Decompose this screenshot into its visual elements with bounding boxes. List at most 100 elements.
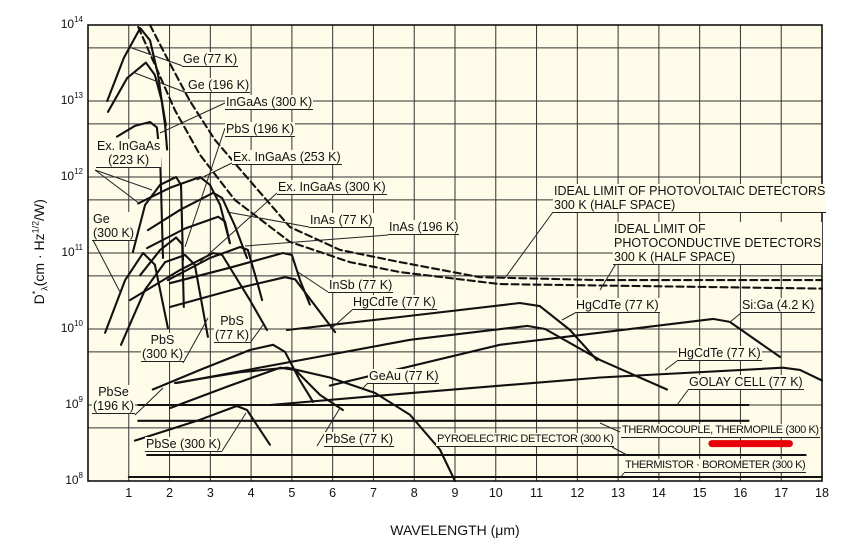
leader-line bbox=[134, 387, 164, 416]
curve-label-line: PbSe (77 K) bbox=[325, 432, 394, 446]
y-title-unit-end: /W) bbox=[30, 199, 47, 221]
series-curve bbox=[173, 366, 457, 483]
leader-line bbox=[611, 446, 628, 456]
curve-label-line: GeAu (77 K) bbox=[369, 369, 439, 383]
curve-label-line: IDEAL LIMIT OF PHOTOVOLTAIC DETECTORS bbox=[554, 184, 826, 198]
x-tick-label: 7 bbox=[369, 486, 377, 500]
y-title-exponent: 1/2 bbox=[30, 220, 41, 234]
x-tick-label: 12 bbox=[570, 486, 585, 500]
series-curve bbox=[168, 251, 311, 306]
leader-line bbox=[94, 169, 153, 191]
curve-label-line: Ex. InGaAs bbox=[97, 139, 161, 153]
series-curve bbox=[115, 120, 165, 260]
y-tick-base: 10 bbox=[61, 245, 75, 259]
curve-label: HgCdTe (77 K) bbox=[575, 298, 660, 313]
leader-line bbox=[362, 382, 369, 389]
y-tick-exponent: 10 bbox=[74, 319, 83, 328]
leader-line bbox=[226, 211, 310, 228]
curve-label: HgCdTe (77 K) bbox=[352, 295, 437, 310]
leader-line bbox=[504, 211, 554, 279]
curve-label-line: PbS (196 K) bbox=[226, 122, 295, 136]
curve-label: Ge (300 K) bbox=[92, 212, 135, 241]
x-tick-label: 4 bbox=[247, 486, 255, 500]
curves bbox=[104, 23, 824, 483]
curve-label-line: (77 K) bbox=[215, 328, 250, 342]
curve-label-line: HgCdTe (77 K) bbox=[353, 295, 436, 309]
series-curve bbox=[166, 245, 264, 302]
curve-label: PbSe (77 K) bbox=[324, 432, 395, 447]
series-curve bbox=[131, 175, 185, 262]
curve-label-line: InAs (196 K) bbox=[389, 220, 459, 234]
y-title-d: D bbox=[30, 294, 47, 305]
y-tick-label: 1013 bbox=[61, 91, 83, 107]
y-title-lambda: λ bbox=[39, 286, 50, 291]
x-tick-label: 13 bbox=[611, 486, 626, 500]
leader-line bbox=[244, 234, 389, 247]
curve-label-line: 300 K (HALF SPACE) bbox=[614, 250, 736, 264]
leader-line bbox=[184, 127, 226, 248]
curve-label: Ex. InGaAs (223 K) bbox=[96, 139, 162, 168]
y-tick-exponent: 9 bbox=[78, 395, 83, 404]
curve-label: PbSe (196 K) bbox=[92, 385, 135, 414]
leader-line bbox=[182, 317, 209, 364]
curve-label-line: InGaAs (300 K) bbox=[226, 95, 313, 109]
curve-label: IDEAL LIMIT OF PHOTOCONDUCTIVE DETECTORS 3… bbox=[613, 222, 823, 265]
x-tick-label: 6 bbox=[329, 486, 337, 500]
x-tick-label: 11 bbox=[530, 486, 544, 500]
curve-label-line: IDEAL LIMIT OF bbox=[614, 222, 706, 236]
leader-line bbox=[561, 312, 576, 321]
curve-label-line: Ex. InGaAs (300 K) bbox=[278, 180, 386, 194]
curve-label-line: PHOTOCONDUCTIVE DETECTORS bbox=[614, 236, 822, 250]
curve-label-line: Ge (196 K) bbox=[188, 78, 250, 92]
curve-label-line: PbSe bbox=[98, 385, 129, 399]
curve-label: PbSe (300 K) bbox=[145, 437, 223, 452]
curve-label: Si:Ga (4.2 K) bbox=[741, 298, 816, 313]
x-tick-label: 9 bbox=[451, 486, 459, 500]
y-tick-base: 10 bbox=[60, 17, 75, 31]
curve-label: THERMISTOR · BOROMETER (300 K) bbox=[624, 459, 807, 473]
curve-label-line: PbS bbox=[220, 314, 244, 328]
x-tick-label: 3 bbox=[206, 486, 214, 500]
leader-line bbox=[159, 102, 226, 134]
curve-label-line: (223 K) bbox=[108, 153, 150, 167]
x-axis-title: WAVELENGTH (μm) bbox=[390, 522, 520, 538]
curve-label-line: (196 K) bbox=[93, 399, 134, 413]
y-tick-exponent: 11 bbox=[74, 243, 83, 252]
y-tick-label: 108 bbox=[65, 471, 83, 487]
series-curve bbox=[148, 23, 824, 282]
curve-label-line: (300 K) bbox=[142, 347, 183, 361]
y-title-unit: (cm · Hz bbox=[30, 233, 47, 287]
leader-line bbox=[196, 162, 233, 181]
leader-line bbox=[128, 46, 184, 67]
leader-line bbox=[92, 239, 121, 293]
curve-label-line: InAs (77 K) bbox=[310, 213, 373, 227]
y-tick-base: 10 bbox=[65, 473, 79, 487]
y-tick-label: 1010 bbox=[61, 319, 83, 335]
series-curve bbox=[146, 215, 231, 250]
curve-label: Ge (196 K) bbox=[187, 78, 251, 93]
leader-line bbox=[134, 72, 188, 94]
curve-label-line: 300 K (HALF SPACE) bbox=[554, 198, 676, 212]
leader-line bbox=[199, 192, 278, 263]
label-leaders bbox=[92, 46, 742, 479]
x-tick-label: 10 bbox=[488, 486, 503, 500]
series-curve bbox=[104, 251, 169, 334]
curve-label: PbS (77 K) bbox=[214, 314, 251, 343]
leader-line bbox=[729, 312, 742, 323]
leader-line bbox=[331, 309, 353, 329]
leader-line bbox=[94, 169, 141, 205]
curve-label-line: Si:Ga (4.2 K) bbox=[742, 298, 815, 312]
y-tick-base: 10 bbox=[60, 93, 75, 107]
y-tick-exponent: 8 bbox=[78, 471, 83, 480]
x-tick-label: 18 bbox=[815, 486, 829, 500]
leader-line bbox=[676, 389, 689, 406]
leader-line bbox=[221, 412, 247, 452]
y-tick-label: 1012 bbox=[61, 167, 83, 183]
x-tick-label: 15 bbox=[692, 486, 707, 500]
leader-line bbox=[316, 407, 341, 447]
series-curve bbox=[146, 191, 249, 260]
y-tick-label: 1014 bbox=[61, 15, 83, 31]
y-tick-base: 10 bbox=[60, 321, 75, 335]
curve-label-line: (300 K) bbox=[93, 226, 134, 240]
curve-label: HgCdTe (77 K) bbox=[677, 346, 762, 361]
